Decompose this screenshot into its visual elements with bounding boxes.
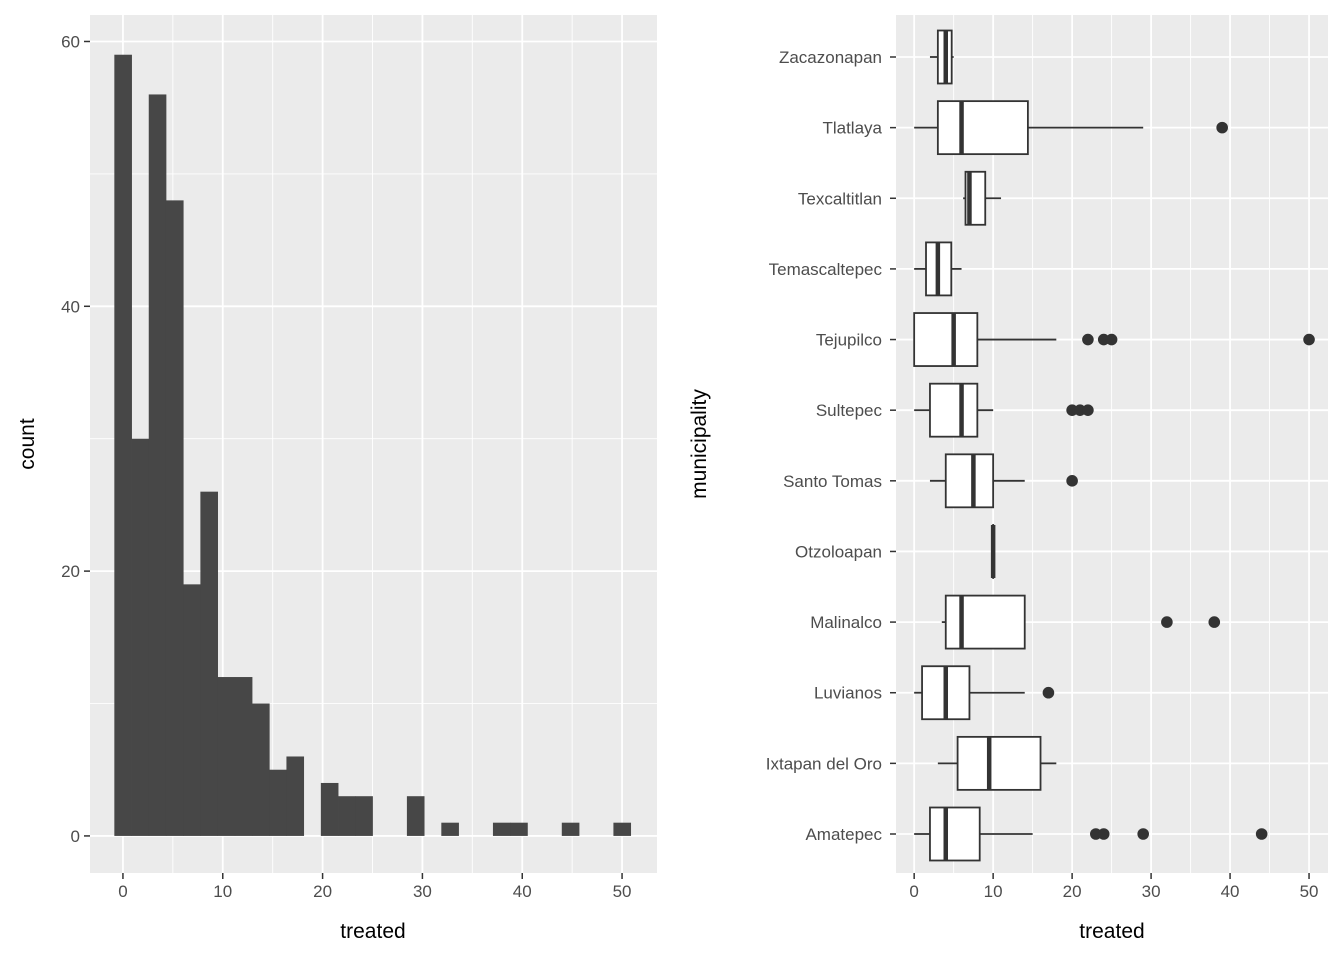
hist-x-axis-title: treated: [340, 920, 405, 943]
x-tick-label: 40: [1221, 882, 1240, 901]
histogram-bar: [252, 703, 270, 836]
box: [944, 453, 995, 509]
y-tick-label: 40: [61, 297, 80, 316]
outlier-point: [1216, 121, 1228, 134]
x-tick-label: 30: [1142, 882, 1161, 901]
histogram-panel: 0 10 20 30 40 50 0 20 40 60: [61, 15, 657, 901]
x-tick-label: 50: [1300, 882, 1319, 901]
x-tick-label: 10: [984, 882, 1003, 901]
outlier-point: [1303, 333, 1315, 346]
y-tick-label: Temascaltepec: [769, 260, 883, 279]
x-tick-label: 20: [1063, 882, 1082, 901]
y-tick-label: Malinalco: [810, 613, 882, 632]
outlier-point: [1042, 686, 1055, 699]
histogram-bar: [492, 822, 511, 836]
histogram-bar: [355, 796, 373, 836]
histogram-bar: [165, 200, 184, 836]
histogram-bar: [183, 584, 201, 836]
x-tick-label: 20: [313, 882, 332, 901]
histogram-bar: [561, 822, 580, 836]
y-tick-label: Luvianos: [814, 684, 882, 703]
histogram-bar: [510, 822, 528, 836]
histogram-bar: [320, 782, 339, 836]
x-tick-label: 30: [413, 882, 432, 901]
histogram-bar: [148, 94, 167, 836]
histogram-bar: [613, 822, 632, 836]
x-tick-label: 0: [118, 882, 127, 901]
outlier-point: [1066, 475, 1078, 487]
y-tick-label: Ixtapan del Oro: [766, 754, 882, 773]
y-tick-label: 20: [61, 562, 80, 581]
x-tick-label: 10: [213, 882, 232, 901]
boxplot-panel: 0 10 20 30 40 50 Zacazonapan Tlatlaya Texcaltitl…: [766, 15, 1328, 901]
outlier-point: [1137, 828, 1149, 840]
box-y-axis-title: municipality: [688, 389, 711, 499]
x-tick-label: 0: [909, 882, 918, 901]
y-tick-label: Tlatlaya: [822, 119, 882, 138]
y-tick-label: 60: [61, 32, 80, 51]
y-tick-label: Santo Tomas: [783, 472, 882, 491]
y-tick-label: 0: [71, 827, 80, 846]
histogram-bar: [131, 438, 150, 836]
box: [936, 100, 1029, 156]
y-tick-label: Zacazonapan: [779, 48, 882, 67]
outlier-point: [1097, 828, 1110, 840]
histogram-bar: [441, 822, 459, 836]
box: [929, 382, 979, 438]
y-tick-label: Otzoloapan: [795, 542, 882, 561]
y-tick-label: Amatepec: [805, 825, 882, 844]
outlier-point: [1161, 616, 1173, 628]
box: [944, 594, 1026, 650]
outlier-point: [1255, 828, 1268, 840]
hist-y-axis-title: count: [16, 418, 39, 470]
outlier-point: [1208, 616, 1221, 628]
histogram-bar: [338, 796, 356, 836]
outlier-point: [1082, 404, 1094, 416]
histogram-bar: [200, 491, 218, 836]
box: [913, 312, 979, 367]
outlier-point: [1082, 333, 1094, 346]
x-tick-label: 40: [513, 882, 532, 901]
box: [956, 735, 1042, 791]
histogram-bar: [286, 756, 305, 836]
y-tick-label: Sultepec: [816, 401, 883, 420]
y-tick-label: Tejupilco: [816, 331, 882, 350]
box-x-axis-title: treated: [1079, 920, 1144, 943]
histogram-bar: [234, 677, 253, 836]
histogram-bar: [406, 796, 425, 836]
histogram-bar: [114, 54, 132, 836]
x-tick-label: 50: [613, 882, 632, 901]
box: [929, 806, 981, 862]
y-tick-label: Texcaltitlan: [798, 189, 882, 208]
histogram-bar: [217, 677, 236, 836]
outlier-point: [1105, 333, 1118, 346]
histogram-bar: [269, 769, 287, 836]
